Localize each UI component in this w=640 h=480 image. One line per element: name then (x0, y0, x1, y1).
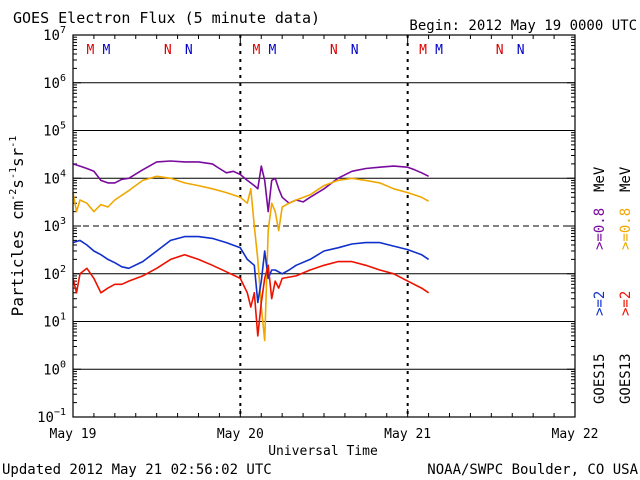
mn-marker-label: M (268, 43, 276, 58)
mn-marker-label: N (164, 43, 172, 58)
mn-marker-label: N (185, 43, 193, 58)
grid-lines (73, 35, 575, 417)
chart-title: GOES Electron Flux (5 minute data) (13, 9, 320, 27)
legend-mev-unit-15: MeV (592, 166, 608, 192)
mn-marker-label: M (252, 43, 260, 58)
series-line-goes13_2 (72, 253, 430, 337)
mn-marker-label: N (517, 43, 525, 58)
x-axis-ticks: May 19 May 20 May 21 May 22 (50, 35, 599, 442)
legend-goes15-label: GOES15 (592, 353, 608, 404)
x-tick-label: May 20 (217, 427, 264, 442)
updated-timestamp: Updated 2012 May 21 02:56:02 UTC (2, 462, 272, 478)
x-tick-label: May 22 (552, 427, 599, 442)
legend-goes13-08mev: >=0.8 (618, 208, 634, 250)
mn-marker-label: M (419, 43, 427, 58)
x-tick-label: May 21 (384, 427, 431, 442)
y-tick-label: 106 (43, 73, 66, 92)
y-tick-label: 101 (43, 312, 66, 331)
mn-marker-label: M (87, 43, 95, 58)
y-tick-label: 10−1 (37, 407, 66, 426)
mn-marker-label: M (103, 43, 111, 58)
y-axis-label: Particles cm-2s-1sr-1 (8, 136, 27, 317)
mn-marker-label: M (435, 43, 443, 58)
plot-frame (72, 34, 576, 418)
legend-goes13-2mev: >=2 (618, 291, 634, 316)
y-tick-label: 102 (43, 264, 66, 283)
x-axis-label: Universal Time (268, 444, 378, 459)
y-tick-label: 104 (43, 168, 66, 187)
series-line-goes15_08 (72, 160, 429, 213)
y-tick-label: 107 (43, 25, 66, 44)
mn-marker-label: N (351, 43, 359, 58)
y-tick-label: 105 (43, 121, 66, 140)
legend-goes13-label: GOES13 (618, 353, 634, 404)
y-tick-label: 100 (43, 359, 66, 378)
x-tick-label: May 19 (50, 427, 97, 442)
series-lines (72, 160, 430, 342)
legend-mev-unit-13: MeV (618, 166, 634, 192)
mn-marker-label: N (330, 43, 338, 58)
data-source: NOAA/SWPC Boulder, CO USA (427, 462, 638, 478)
chart-subtitle: Begin: 2012 May 19 0000 UTC (409, 18, 637, 34)
y-tick-label: 103 (43, 216, 66, 235)
legend-goes15-08mev: >=0.8 (592, 208, 608, 250)
series-line-goes13_08 (72, 175, 429, 342)
legend-goes15-2mev: >=2 (592, 291, 608, 316)
series-line-goes15_2 (72, 235, 430, 304)
mn-marker-label: N (496, 43, 504, 58)
y-axis-ticks: 10−1 100 101 102 103 104 105 106 107 (37, 25, 575, 426)
